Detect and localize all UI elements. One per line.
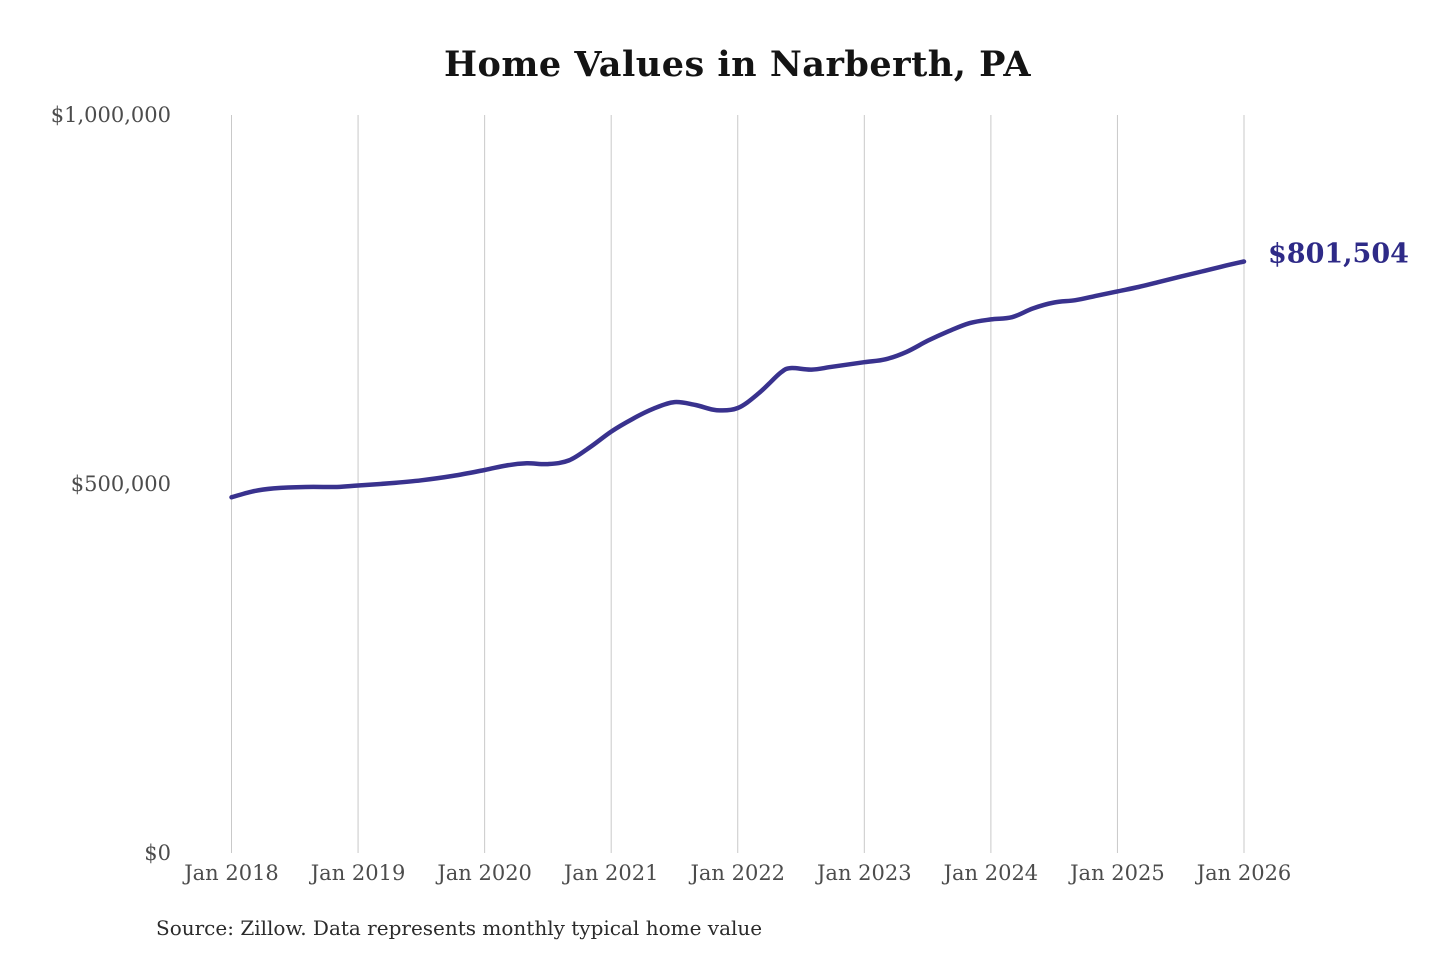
x-tick-label: Jan 2026	[1195, 861, 1292, 885]
x-tick-label: Jan 2025	[1068, 861, 1165, 885]
x-tick-label: Jan 2023	[815, 861, 912, 885]
x-tick-label: Jan 2019	[309, 861, 406, 885]
x-tick-label: Jan 2020	[435, 861, 532, 885]
y-tick-label: $1,000,000	[51, 103, 171, 127]
chart-title: Home Values in Narberth, PA	[443, 44, 1032, 85]
x-tick-label: Jan 2024	[942, 861, 1039, 885]
end-value-label: $801,504	[1268, 238, 1409, 269]
y-axis-labels: $0 $500,000 $1,000,000	[51, 103, 171, 865]
y-tick-label: $0	[144, 841, 171, 865]
y-tick-label: $500,000	[71, 472, 171, 496]
x-tick-label: Jan 2022	[688, 861, 785, 885]
x-axis-labels: Jan 2018 Jan 2019 Jan 2020 Jan 2021 Jan 2022…	[182, 861, 1291, 885]
home-value-line	[229, 259, 1247, 500]
x-tick-label: Jan 2021	[562, 861, 659, 885]
x-tick-label: Jan 2018	[182, 861, 279, 885]
source-note: Source: Zillow. Data represents monthly …	[156, 916, 763, 940]
